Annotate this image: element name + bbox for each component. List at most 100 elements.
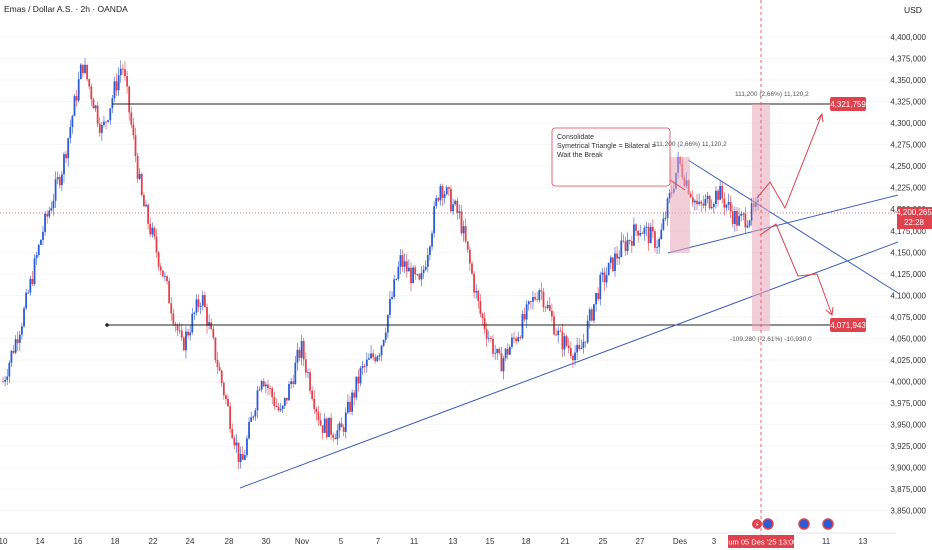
candle-body <box>546 304 549 308</box>
candle-body <box>79 64 82 80</box>
candle-body <box>664 218 667 219</box>
candle-body <box>103 121 105 126</box>
candle-body <box>143 195 145 207</box>
candle-body <box>542 291 545 308</box>
candle-body <box>403 261 406 267</box>
candle-body <box>624 241 627 252</box>
candle-body <box>473 273 475 293</box>
candle-body <box>351 392 354 412</box>
candle-body <box>82 64 84 74</box>
candle-body <box>132 124 135 136</box>
candle-body <box>359 367 362 384</box>
bullish-projection-path <box>756 113 823 210</box>
candle-body <box>246 438 248 456</box>
candle-body <box>340 423 343 428</box>
y-tick-label: 4,000,000 <box>890 377 926 386</box>
candle-body <box>386 314 389 333</box>
candle-body <box>407 267 410 272</box>
candle-body <box>294 362 297 385</box>
y-axis[interactable]: 4,400,000 4,375,000 4,350,000 4,325,000 4,30… <box>890 33 926 516</box>
candle-body <box>429 246 431 255</box>
candle-body <box>189 332 192 336</box>
candle-body <box>159 266 162 271</box>
candle-body <box>736 211 738 226</box>
candle-body <box>651 226 654 232</box>
us-flag-event-icon[interactable] <box>762 518 774 530</box>
candle-body <box>694 200 696 203</box>
candle-body <box>365 359 368 367</box>
x-tick-label: 13 <box>859 537 868 546</box>
x-tick-label: 10 <box>0 537 8 546</box>
candle-body <box>304 359 307 373</box>
candle-body <box>561 331 564 350</box>
candle-body <box>225 395 227 399</box>
candle-body <box>582 341 585 348</box>
candle-body <box>630 241 633 246</box>
candle-body <box>485 329 488 339</box>
candle-body <box>328 417 330 438</box>
bearish-projection-path <box>759 223 833 316</box>
y-tick-label: 4,325,000 <box>890 98 926 107</box>
candle-body <box>124 69 126 77</box>
candle-body <box>393 279 396 297</box>
x-tick-label: 15 <box>486 537 495 546</box>
candle-body <box>355 376 358 398</box>
triangle-upper-trendline[interactable] <box>687 159 899 294</box>
candle-body <box>2 381 4 383</box>
us-flag-event-icon-2[interactable] <box>798 518 810 530</box>
candle-body <box>603 272 606 283</box>
candle-body <box>717 190 719 200</box>
us-flag-event-icon-3[interactable] <box>822 518 834 530</box>
x-axis[interactable]: 10 14 16 18 22 24 28 30 Nov 5 7 11 13 15 18 21 25 27 Des 3 1… <box>0 537 868 546</box>
annotation-box[interactable] <box>551 127 671 187</box>
candle-body <box>487 337 490 339</box>
candle-body <box>668 192 671 199</box>
candle-body <box>605 275 608 283</box>
current-price-label: 4,200,265 <box>896 208 932 217</box>
resistance-price-tag <box>830 97 866 111</box>
y-tick-label: 4,175,000 <box>890 227 926 236</box>
y-tick-label: 4,025,000 <box>890 356 926 365</box>
x-tick-label: 22 <box>149 537 158 546</box>
x-tick-label: 21 <box>561 537 570 546</box>
candle-body <box>71 115 74 128</box>
candle-body <box>21 326 23 335</box>
y-tick-label: 3,900,000 <box>890 464 926 473</box>
annotation-line-3: Wait the Break <box>557 152 603 159</box>
candle-body <box>115 81 118 91</box>
candle-body <box>468 249 471 264</box>
candle-body <box>157 252 160 267</box>
candle-body <box>532 297 534 302</box>
candle-body <box>23 308 25 327</box>
lightning-event-icon[interactable] <box>752 519 762 529</box>
candle-body <box>121 68 124 70</box>
triangle-lower-trendline[interactable] <box>667 194 899 254</box>
candle-body <box>254 410 257 417</box>
annotation-line-2: Symetrical Triangle = Bilateral = <box>557 143 656 150</box>
candle-body <box>584 341 587 343</box>
candle-body <box>405 261 408 272</box>
date-highlight-label: Jum 05 Des '25 13:00 <box>725 538 798 547</box>
candle-body <box>597 293 600 300</box>
candle-body <box>281 405 284 409</box>
candle-body <box>593 304 595 321</box>
y-tick-label: 3,875,000 <box>890 485 926 494</box>
candle-body <box>100 125 103 133</box>
candle-body <box>498 348 501 354</box>
rising-trendline[interactable] <box>239 241 899 489</box>
candle-body <box>525 304 528 320</box>
candle-body <box>105 121 107 123</box>
candle-body <box>410 267 412 284</box>
candle-body <box>618 256 621 259</box>
candle-body <box>374 357 377 362</box>
candle-body <box>182 337 185 351</box>
candle-body <box>319 420 322 426</box>
candle-body <box>172 313 175 324</box>
candle-body <box>170 303 173 314</box>
candle-body <box>572 355 574 361</box>
candle-body <box>557 330 560 336</box>
candle-body <box>691 197 694 203</box>
candle-body <box>168 281 171 304</box>
candle-body <box>447 187 450 189</box>
